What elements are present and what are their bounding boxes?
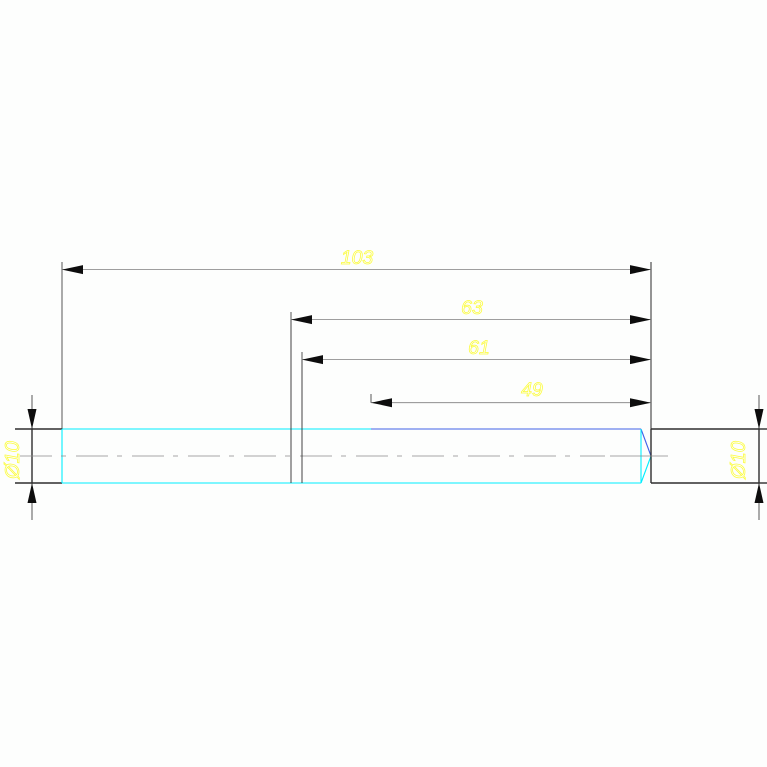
svg-text:63: 63: [461, 297, 483, 319]
svg-text:49: 49: [521, 379, 543, 401]
svg-text:103: 103: [341, 247, 374, 269]
svg-text:Ø10: Ø10: [2, 441, 24, 480]
svg-text:61: 61: [468, 337, 490, 359]
svg-text:Ø10: Ø10: [728, 441, 750, 480]
